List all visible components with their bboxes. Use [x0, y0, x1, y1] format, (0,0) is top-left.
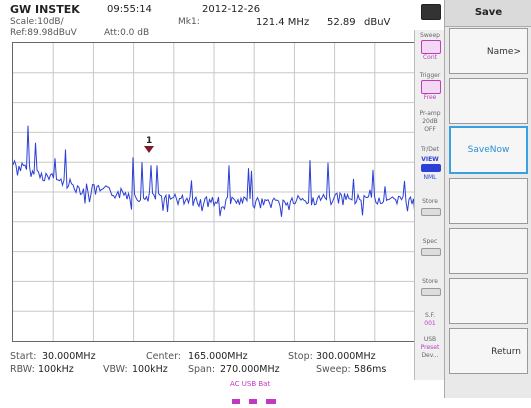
ref-level-readout: Ref:89.98dBuV [10, 28, 77, 38]
marker-level: 52.89 [327, 17, 356, 28]
blank-softkey-1[interactable] [449, 78, 528, 124]
usb-mode: Preset [420, 344, 440, 351]
return-softkey-label: Return [491, 347, 521, 357]
name-softkey[interactable]: Name> [449, 28, 528, 74]
clock-time: 09:55:14 [107, 4, 152, 15]
trigger-mode: Free [423, 94, 437, 101]
status-strip: Sweep Cont Trigger Free Pr-amp 20dB OFF … [414, 4, 445, 380]
clock-date: 2012-12-26 [202, 4, 261, 15]
rbw-label: RBW: [10, 364, 35, 375]
marker-unit: dBuV [364, 17, 391, 28]
save-now-softkey[interactable]: SaveNow [449, 126, 528, 174]
preamp-state: OFF [424, 126, 436, 133]
brand-logo: GW INSTEK [10, 3, 80, 16]
name-softkey-label: Name> [486, 47, 521, 57]
instrument-icon [421, 4, 441, 20]
sweep-mode: Cont [422, 54, 437, 61]
rbw-value: 100kHz [38, 364, 74, 375]
softkey-panel: Save Name> SaveNow Return [444, 0, 531, 398]
trace-color-icon [421, 164, 441, 172]
store-icon-2 [421, 288, 441, 296]
center-frequency: 165.000MHz [188, 351, 248, 362]
spec-label: Spec [422, 238, 438, 245]
softkey-menu-title: Save [445, 0, 531, 27]
blank-softkey-2[interactable] [449, 178, 528, 224]
store-label-1: Store [422, 198, 438, 205]
trigger-label: Trigger [419, 72, 441, 79]
stop-label: Stop: [288, 351, 313, 362]
status-indicators: AC USB Bat [230, 380, 271, 388]
device-label: Dev... [421, 352, 439, 359]
sweep-mode-icon [421, 40, 441, 54]
power-status-icon [232, 389, 282, 404]
preamp-label: Pr-amp [419, 110, 441, 117]
start-label: Start: [10, 351, 37, 362]
scale-readout: Scale:10dB/ [10, 17, 64, 27]
return-softkey[interactable]: Return [449, 328, 528, 374]
sf-value: 001 [424, 320, 436, 327]
sweep-time: 586ms [354, 364, 387, 375]
spectrum-display[interactable]: 1 [12, 42, 416, 342]
store-label-2: Store [422, 278, 438, 285]
sf-label: S.F. [424, 312, 436, 319]
marker-triangle-icon[interactable] [144, 146, 154, 153]
blank-softkey-4[interactable] [449, 278, 528, 324]
trace-mode: VIEW [421, 156, 439, 163]
vbw-value: 100kHz [132, 364, 168, 375]
stop-frequency: 300.000MHz [316, 351, 376, 362]
sweep-time-label: Sweep: [316, 364, 351, 375]
spectrum-trace [12, 125, 416, 217]
span-label: Span: [188, 364, 216, 375]
store-icon-1 [421, 208, 441, 216]
marker-frequency: 121.4 MHz [256, 17, 310, 28]
trace-detector: NML [423, 174, 437, 181]
save-now-label: SaveNow [467, 145, 510, 155]
usb-label: USB [423, 336, 437, 343]
blank-softkey-3[interactable] [449, 228, 528, 274]
center-label: Center: [146, 351, 182, 362]
spectrum-trace-plot: 1 [12, 43, 416, 341]
marker-number: 1 [146, 136, 152, 146]
vbw-label: VBW: [103, 364, 128, 375]
attenuation-readout: Att:0.0 dB [104, 28, 150, 38]
trace-detector-label: Tr/Det [421, 146, 439, 153]
marker-label: Mk1: [178, 17, 200, 27]
sweep-label: Sweep [420, 32, 440, 39]
preamp-value: 20dB [422, 118, 438, 125]
start-frequency: 30.000MHz [42, 351, 96, 362]
span-value: 270.000MHz [220, 364, 280, 375]
spec-icon [421, 248, 441, 256]
trigger-mode-icon [421, 80, 441, 94]
